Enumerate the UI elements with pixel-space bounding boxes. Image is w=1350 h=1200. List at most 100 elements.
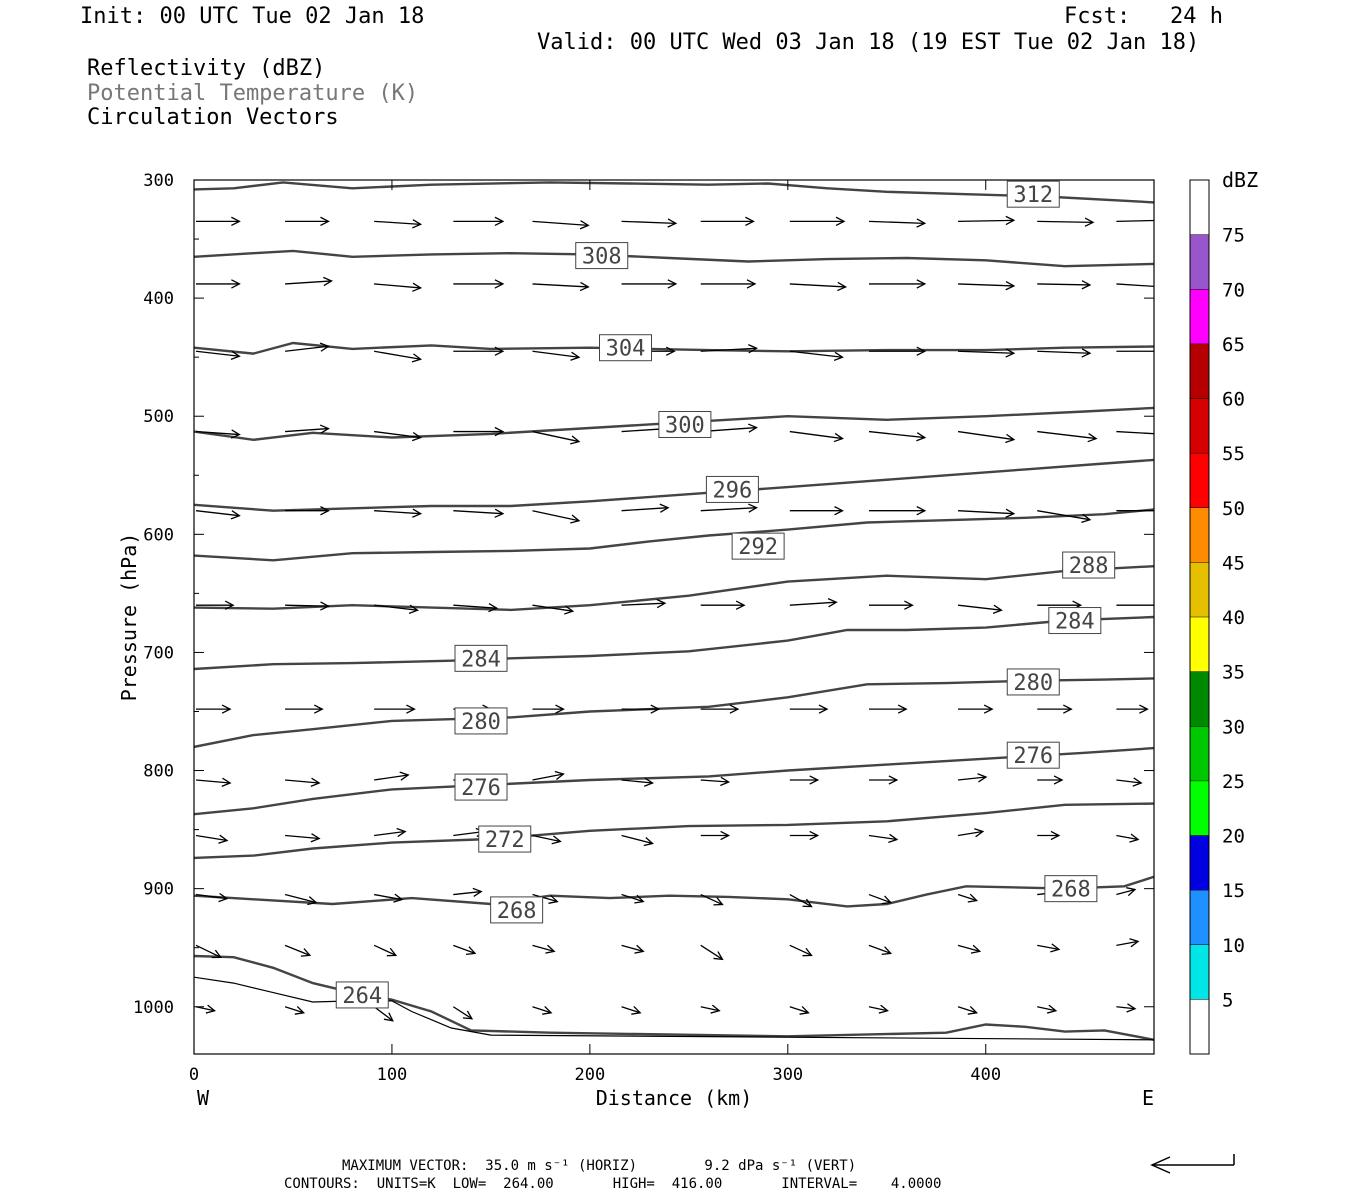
circulation-vector (1116, 1003, 1137, 1013)
circulation-vector (1037, 830, 1061, 841)
x-tick-label: 300 (772, 1065, 803, 1085)
circulation-vector (1116, 350, 1154, 352)
circulation-vector (532, 281, 590, 292)
circulation-vector (284, 944, 312, 957)
circulation-vector (1116, 777, 1143, 787)
isentrope-288 (194, 565, 1154, 612)
circulation-vector (621, 704, 661, 714)
circulation-vector (532, 220, 590, 230)
circulation-vector (373, 944, 398, 957)
circulation-vector (789, 430, 844, 443)
colorbar: 5 10 15 20 25 30 35 40 45 50 55 60 65 70 75 (1189, 179, 1245, 1055)
circulation-vector (789, 704, 829, 714)
contour-label: 268 (497, 899, 537, 924)
legend-potential-temperature: Potential Temperature (K) (87, 81, 419, 106)
circulation-vector (374, 350, 423, 363)
circulation-vector (789, 775, 820, 785)
circulation-vector (285, 276, 334, 287)
colorbar-segment (1190, 507, 1209, 563)
circulation-vector (957, 1005, 979, 1015)
y-tick-label: 500 (143, 407, 174, 427)
contour-label-box (658, 410, 712, 438)
circulation-vector (700, 704, 740, 714)
y-tick-label: 900 (143, 880, 174, 900)
contour-label: 284 (1055, 610, 1095, 635)
circulation-vector (700, 830, 731, 841)
circulation-vector (621, 503, 670, 513)
colorbar-segment (1190, 617, 1209, 672)
circulation-vector (621, 598, 667, 609)
footer-contours: CONTOURS: UNITS=K LOW= 264.00 HIGH= 416.… (284, 1176, 942, 1192)
circulation-vector (195, 510, 241, 520)
circulation-vector (195, 350, 241, 361)
circulation-vector (957, 893, 979, 903)
circulation-vector (285, 216, 330, 227)
colorbar-label: 5 (1222, 989, 1233, 1011)
isentrope-276 (194, 746, 1154, 816)
circulation-vector (285, 424, 330, 434)
colorbar-label: 40 (1222, 607, 1245, 629)
colorbar-segment (1190, 671, 1209, 727)
x-axis-label: Distance (km) (596, 1086, 753, 1110)
circulation-vector (700, 503, 758, 513)
circulation-vector (700, 600, 746, 610)
colorbar-segment (1190, 944, 1209, 1000)
colorbar-segment (1190, 835, 1209, 891)
colorbar-label: 35 (1222, 662, 1245, 684)
circulation-vector (532, 1005, 553, 1015)
circulation-vector (1037, 280, 1092, 290)
circulation-vector (700, 216, 755, 227)
circulation-vector (1116, 704, 1149, 714)
x-tick-label: 100 (377, 1065, 408, 1085)
circulation-vector (453, 216, 505, 227)
colorbar-label: 20 (1222, 826, 1245, 848)
circulation-vector (868, 775, 899, 785)
contour-label-box (1006, 180, 1060, 208)
colorbar-segment (1190, 726, 1209, 781)
circulation-vector (374, 219, 423, 229)
circulation-vector (957, 828, 985, 838)
contour-label: 268 (1051, 878, 1091, 903)
colorbar-label: 60 (1222, 389, 1245, 411)
contour-label: 304 (606, 337, 646, 362)
circulation-vector (374, 508, 423, 518)
contour-label-box (575, 242, 629, 270)
y-axis-label: Pressure (hPa) (117, 533, 141, 702)
init-time: Init: 00 UTC Tue 02 Jan 18 (80, 4, 425, 29)
colorbar-segment (1190, 343, 1209, 399)
y-tick-label: 700 (143, 643, 174, 663)
circulation-vector (195, 892, 229, 903)
contour-label: 280 (1013, 671, 1053, 696)
circulation-vector (284, 893, 318, 906)
circulation-vector (1116, 430, 1154, 435)
circulation-vector (700, 344, 758, 354)
isentrope-268 (194, 875, 1154, 908)
x-west-label: W (197, 1086, 210, 1110)
circulation-vector (374, 704, 416, 714)
circulation-vector (532, 350, 581, 361)
colorbar-segment (1190, 453, 1209, 508)
colorbar-segment (1190, 289, 1209, 344)
circulation-vector (285, 601, 330, 611)
circulation-vector (868, 893, 893, 905)
circulation-vector (789, 598, 838, 608)
circulation-vector (1037, 775, 1064, 785)
circulation-vector (868, 346, 927, 356)
circulation-vector (1037, 1004, 1058, 1014)
circulation-vector (1037, 943, 1061, 953)
contour-label-box (1006, 741, 1060, 769)
circulation-vector (868, 704, 908, 714)
circulation-vector (285, 506, 330, 516)
circulation-vector (958, 215, 1016, 226)
circulation-vector (453, 279, 505, 289)
circulation-vector (1037, 217, 1095, 227)
circulation-vector (868, 430, 927, 442)
circulation-vector (195, 944, 223, 959)
circulation-vector (285, 704, 324, 714)
plot-frame (193, 179, 1155, 1055)
footer-max-vector: MAXIMUM VECTOR: 35.0 m s⁻¹ (HORIZ) 9.2 d… (342, 1158, 857, 1174)
circulation-vector (1116, 510, 1154, 512)
y-tick-label: 400 (143, 289, 174, 309)
x-east-label: E (1142, 1086, 1154, 1110)
